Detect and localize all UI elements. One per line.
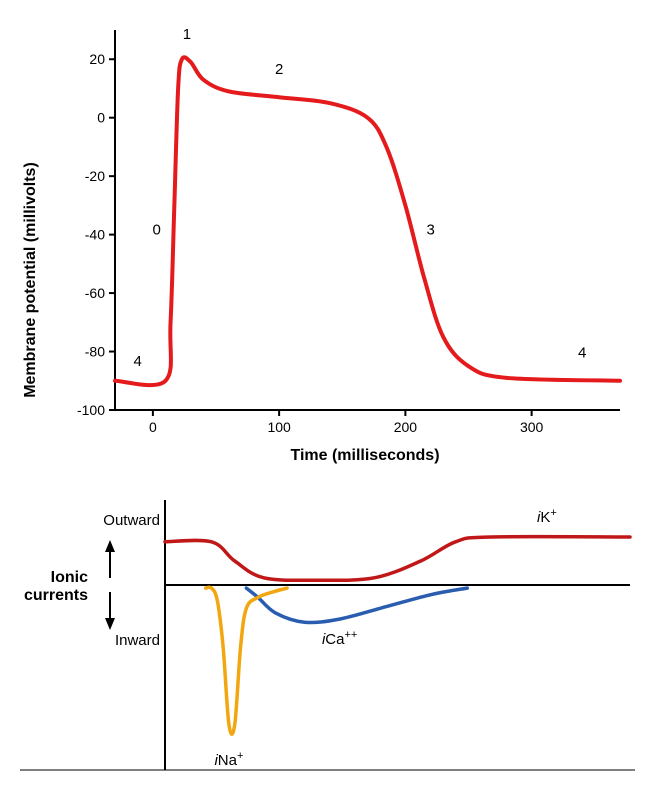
outward-label: Outward (103, 512, 160, 529)
k-current-curve (165, 537, 630, 581)
action-potential-curve (115, 57, 620, 385)
svg-text:-80: -80 (85, 344, 105, 360)
ca-current-curve (246, 588, 467, 622)
svg-text:4: 4 (134, 353, 142, 370)
svg-text:-60: -60 (85, 285, 105, 301)
svg-text:2: 2 (275, 61, 283, 78)
axes (115, 30, 620, 410)
k-label: iK+ (537, 507, 557, 526)
ionic-title-line1: Ionic (51, 569, 88, 586)
svg-text:1: 1 (183, 26, 191, 43)
svg-text:200: 200 (394, 419, 418, 435)
na-label: iNa+ (214, 750, 243, 769)
ionic-currents-svg: Ionic currents Outward Inward iK+ iCa++ … (10, 470, 640, 780)
ca-label: iCa++ (322, 629, 357, 648)
svg-text:300: 300 (520, 419, 544, 435)
ionic-title-line2: currents (24, 587, 88, 604)
na-current-curve (206, 587, 287, 734)
svg-text:100: 100 (267, 419, 291, 435)
svg-text:-100: -100 (77, 402, 105, 418)
svg-text:3: 3 (426, 222, 434, 239)
ionic-currents-chart: Ionic currents Outward Inward iK+ iCa++ … (10, 470, 650, 780)
membrane-potential-chart: Membrane potential (millivolts) Time (mi… (10, 10, 650, 470)
svg-text:0: 0 (149, 419, 157, 435)
inward-label: Inward (115, 632, 160, 649)
x-ticks: 0 100 200 300 (149, 410, 544, 435)
y-ticks: -100 -80 -60 -40 -20 0 20 (77, 51, 115, 418)
svg-text:4: 4 (578, 344, 586, 361)
svg-text:20: 20 (89, 51, 105, 67)
membrane-potential-svg: Membrane potential (millivolts) Time (mi… (10, 10, 640, 470)
direction-arrows (105, 540, 115, 630)
svg-text:0: 0 (152, 222, 160, 239)
x-axis-label: Time (milliseconds) (290, 447, 439, 464)
svg-text:0: 0 (97, 110, 105, 126)
svg-text:-40: -40 (85, 227, 105, 243)
svg-text:-20: -20 (85, 168, 105, 184)
y-axis-label: Membrane potential (millivolts) (22, 162, 39, 398)
